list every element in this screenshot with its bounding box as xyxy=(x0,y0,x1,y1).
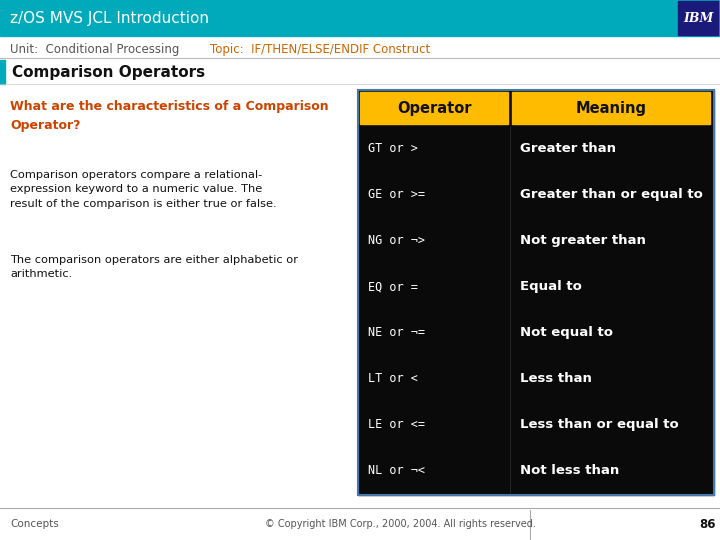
Text: NL or ¬<: NL or ¬< xyxy=(368,463,425,477)
Text: Unit:  Conditional Processing: Unit: Conditional Processing xyxy=(10,44,179,57)
Text: What are the characteristics of a Comparison
Operator?: What are the characteristics of a Compar… xyxy=(10,100,328,132)
Text: Topic:  IF/THEN/ELSE/ENDIF Construct: Topic: IF/THEN/ELSE/ENDIF Construct xyxy=(210,44,431,57)
Text: 86: 86 xyxy=(700,517,716,530)
Bar xyxy=(360,92,508,124)
Bar xyxy=(512,92,710,124)
Text: IBM: IBM xyxy=(683,11,714,24)
Text: The comparison operators are either alphabetic or
arithmetic.: The comparison operators are either alph… xyxy=(10,255,298,279)
Text: Meaning: Meaning xyxy=(575,100,647,116)
Text: LE or <=: LE or <= xyxy=(368,417,425,431)
Text: Comparison operators compare a relational-
expression keyword to a numeric value: Comparison operators compare a relationa… xyxy=(10,170,276,209)
Text: Concepts: Concepts xyxy=(10,519,59,529)
Bar xyxy=(358,90,714,495)
Text: Not greater than: Not greater than xyxy=(520,234,646,247)
Text: NG or ¬>: NG or ¬> xyxy=(368,234,425,247)
Text: Operator: Operator xyxy=(397,100,472,116)
Text: Comparison Operators: Comparison Operators xyxy=(12,64,205,79)
Text: LT or <: LT or < xyxy=(368,372,418,385)
Text: NE or ¬=: NE or ¬= xyxy=(368,326,425,339)
Text: © Copyright IBM Corp., 2000, 2004. All rights reserved.: © Copyright IBM Corp., 2000, 2004. All r… xyxy=(264,519,536,529)
Bar xyxy=(0,0,720,36)
Text: Less than or equal to: Less than or equal to xyxy=(520,417,679,431)
Text: GE or >=: GE or >= xyxy=(368,188,425,201)
Text: Not less than: Not less than xyxy=(520,463,619,477)
Text: Greater than: Greater than xyxy=(520,143,616,156)
Text: Greater than or equal to: Greater than or equal to xyxy=(520,188,703,201)
Text: GT or >: GT or > xyxy=(368,143,418,156)
Bar xyxy=(0,60,5,84)
Text: Not equal to: Not equal to xyxy=(520,326,613,339)
Text: Equal to: Equal to xyxy=(520,280,582,293)
Text: z/OS MVS JCL Introduction: z/OS MVS JCL Introduction xyxy=(10,10,209,25)
Bar xyxy=(358,90,714,495)
Text: EQ or =: EQ or = xyxy=(368,280,418,293)
Text: Less than: Less than xyxy=(520,372,592,385)
Bar xyxy=(678,1,718,35)
